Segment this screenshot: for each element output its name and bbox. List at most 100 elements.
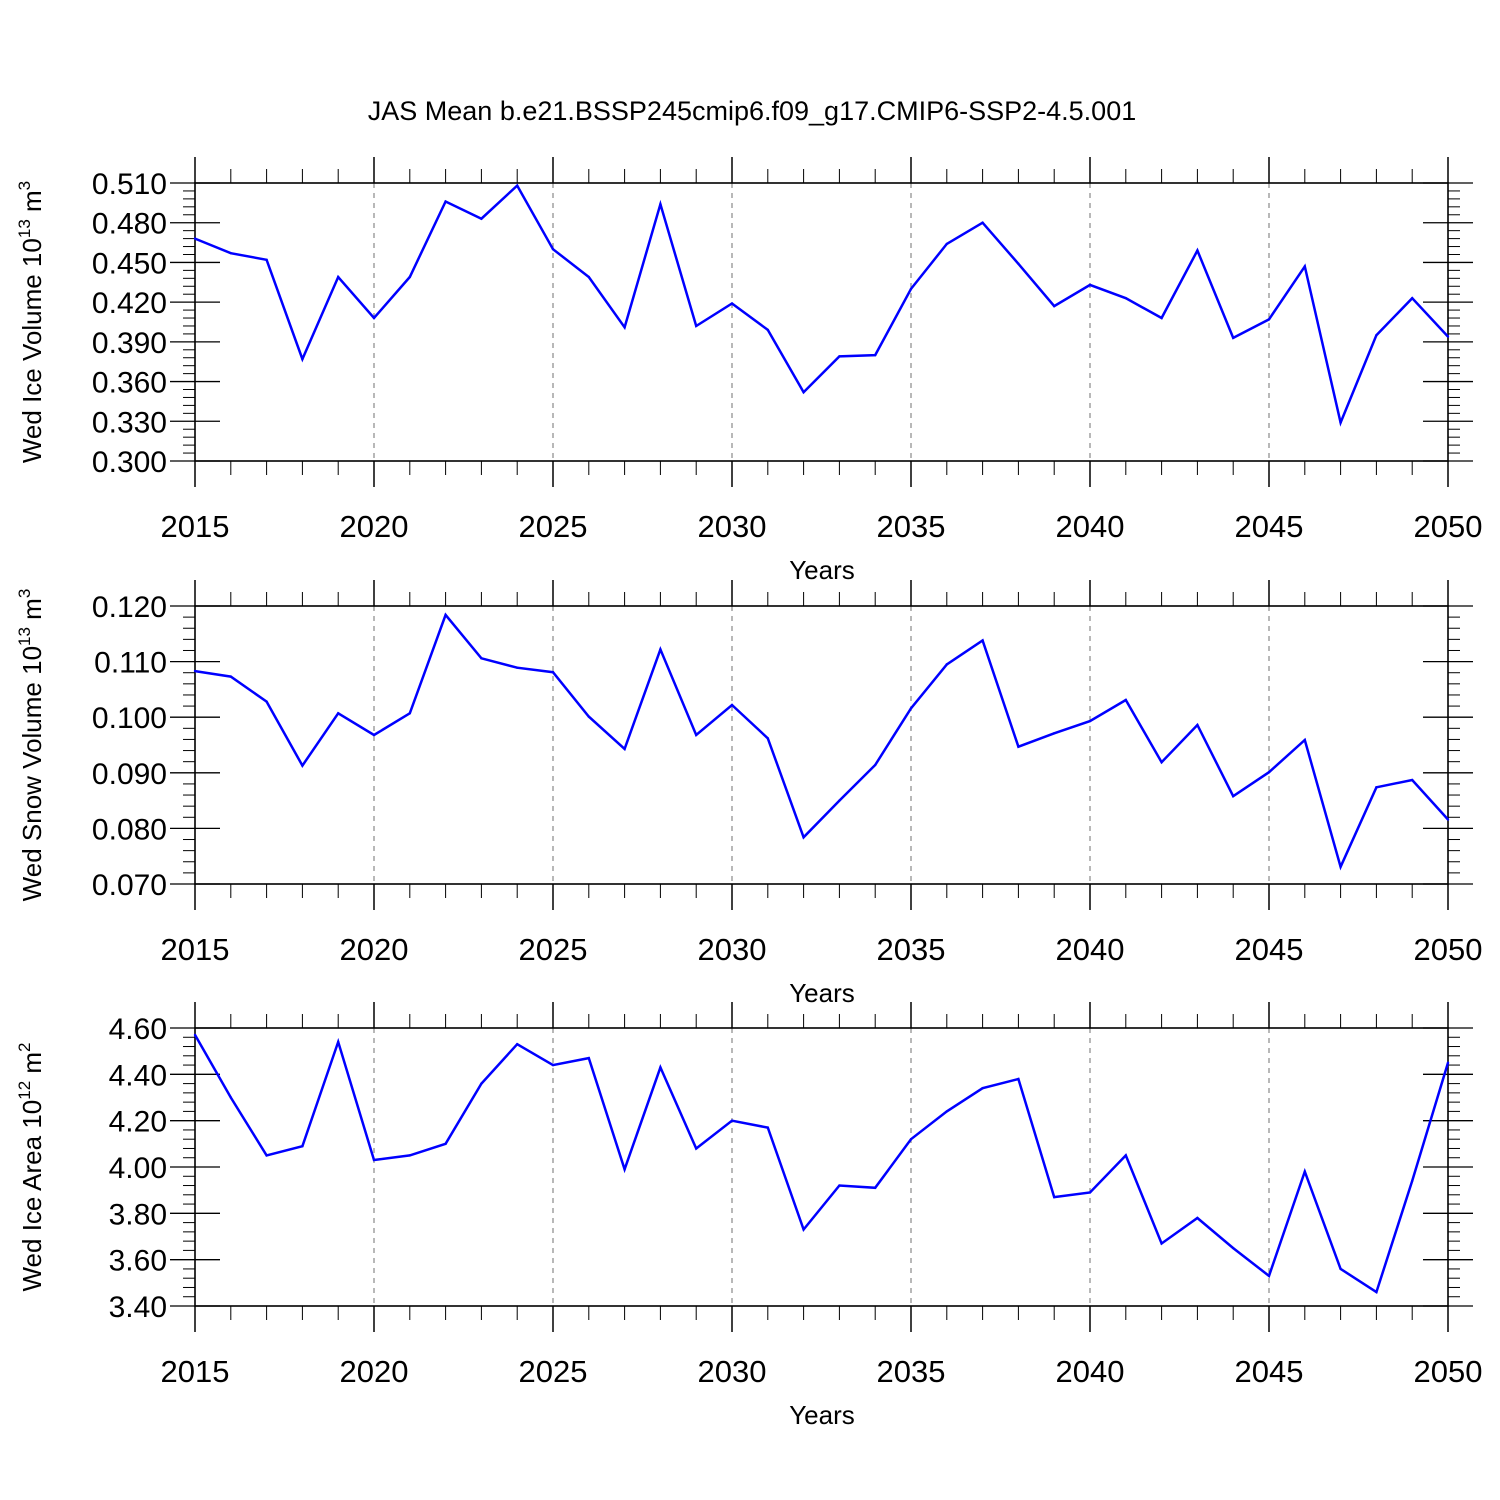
data-point [1267,318,1271,321]
data-point [874,1186,877,1190]
data-point [408,275,411,279]
data-point [623,1168,626,1171]
data-point [372,733,376,737]
data-point [1303,265,1307,268]
data-point [516,1043,519,1046]
data-point [587,275,590,279]
series-line [194,183,1449,427]
y-tick-label: 0.090 [92,758,167,791]
data-point [802,1228,805,1231]
y-axis-label: Wed Ice Volume 1013 m3 [15,181,47,463]
data-point [444,613,447,617]
data-point [730,703,734,707]
x-tick-label: 2020 [340,1354,409,1389]
data-point [1124,698,1128,702]
data-point [301,1144,304,1148]
data-point [838,799,841,802]
x-tick-label: 2045 [1235,509,1304,544]
plot-frame [194,182,1449,462]
data-point [516,184,519,187]
panels: 0.300 0.330 0.360 0.390 0.420 0.450 0.480 0.510… [15,157,1482,1430]
data-point [265,258,268,261]
data-point [193,669,197,673]
data-point [766,737,769,740]
x-tick-label: 2025 [519,1354,588,1389]
data-point [408,712,411,715]
data-point [766,1126,769,1129]
data-point [909,287,913,291]
x-tick-label: 2020 [340,932,409,967]
data-point [623,747,626,751]
y-tick-label: 3.80 [109,1198,167,1231]
y-tick-label: 0.100 [92,702,167,735]
data-point [1196,723,1199,727]
data-point [1017,1077,1020,1081]
y-tick-label: 4.40 [109,1059,167,1092]
data-point [1088,719,1092,723]
y-tick-label: 0.450 [92,247,167,280]
x-tick-label: 2045 [1235,1354,1304,1389]
x-tick-label: 2015 [161,1354,230,1389]
data-point [1017,745,1020,748]
x-tick-label: 2045 [1235,932,1304,967]
data-point [1053,732,1056,735]
x-tick-label: 2025 [519,509,588,544]
x-tick-label: 2030 [698,1354,767,1389]
y-tick-label: 0.390 [92,327,167,360]
x-tick-label: 2020 [340,509,409,544]
data-point [1303,1170,1307,1173]
data-point [480,657,483,660]
data-point [301,357,304,361]
data-point [1339,1267,1342,1271]
data-point [516,666,519,669]
y-tick-label: 4.20 [109,1106,167,1139]
data-point [1124,296,1128,300]
data-point [945,242,948,246]
data-point [1375,1290,1378,1294]
data-point [480,1082,483,1085]
y-tick-label: 4.00 [109,1152,167,1185]
data-point [1411,1179,1414,1183]
data-point [1446,818,1450,821]
data-point [587,715,590,718]
x-tick-label: 2025 [519,932,588,967]
data-point [695,1147,698,1150]
series-line [194,612,1449,871]
data-point [695,324,698,328]
data-point [1267,771,1271,774]
data-point [1375,786,1378,789]
y-tick-label: 0.300 [92,446,167,479]
y-tick-label: 0.070 [92,869,167,902]
data-point [551,670,555,674]
y-axis-label: Wed Ice Area 1012 m2 [15,1042,47,1291]
data-point [945,1110,948,1113]
data-point [1160,1242,1163,1245]
data-point [874,353,877,357]
data-point [730,302,734,305]
data-point [945,663,948,666]
data-point [444,1142,447,1146]
data-point [1267,1274,1271,1278]
y-tick-label: 0.110 [94,647,167,680]
data-point [695,733,698,737]
x-tick-label: 2035 [877,1354,946,1389]
data-point [1232,336,1235,340]
y-tick-label: 0.330 [92,406,167,439]
x-axis-label: Years [789,1400,855,1430]
data-point [1053,1195,1056,1199]
data-point [1196,1216,1199,1220]
plot-frame [194,1027,1449,1307]
data-point [838,1184,841,1187]
data-point [766,328,769,332]
x-tick-label: 2050 [1414,509,1483,544]
data-point [659,1066,662,1069]
x-tick-label: 2015 [161,509,230,544]
data-point [874,763,877,767]
data-point [1160,316,1163,320]
y-axis-label: Wed Snow Volume 1013 m3 [15,589,47,902]
data-point [337,712,340,715]
x-tick-label: 2035 [877,932,946,967]
data-point [372,316,376,320]
